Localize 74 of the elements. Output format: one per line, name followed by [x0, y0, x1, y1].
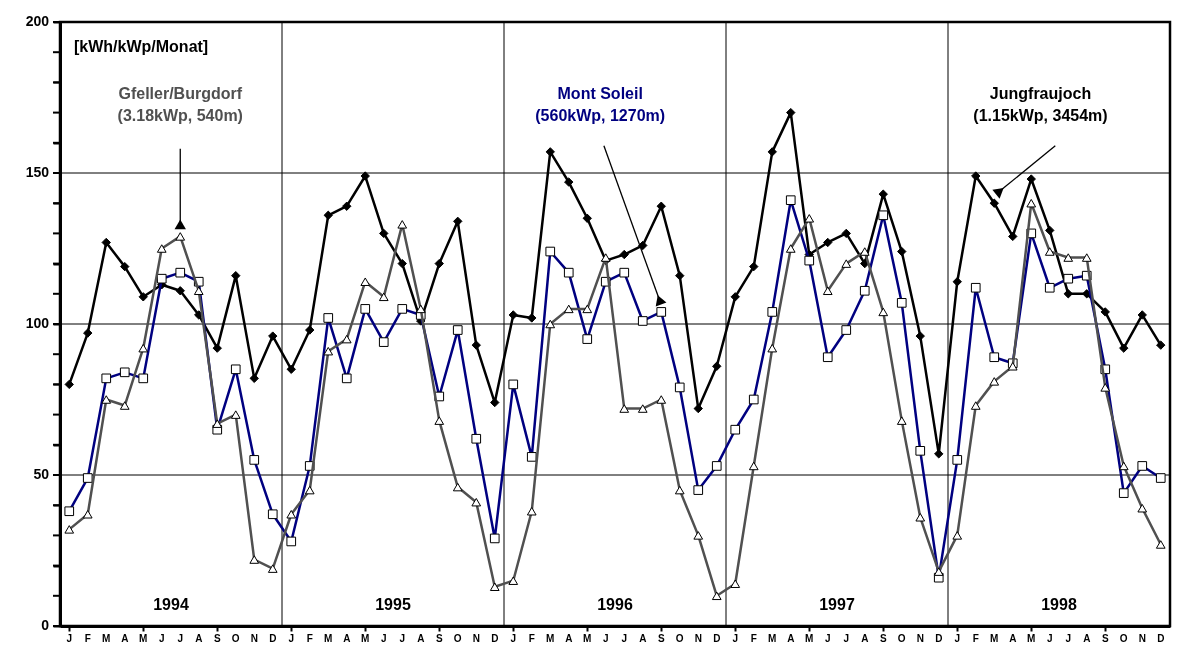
x-tick-label: F [84, 633, 91, 644]
x-tick-label: A [787, 633, 795, 644]
x-tick-label: M [768, 633, 777, 644]
x-tick-label: M [990, 633, 999, 644]
x-tick-label: A [1009, 633, 1017, 644]
x-tick-label: M [361, 633, 370, 644]
x-tick-label: D [713, 633, 721, 644]
x-tick-label: D [269, 633, 277, 644]
x-tick-label: J [954, 633, 961, 644]
annotation: 1998 [1041, 595, 1077, 613]
text: Gfeller/Burgdorf (3.18kWp, 540m) [117, 85, 243, 125]
x-tick-label: J [621, 633, 628, 644]
x-tick-label: S [1101, 633, 1109, 644]
y-tick-label: 150 [25, 164, 50, 180]
x-tick-label: O [453, 633, 462, 644]
x-tick-label: J [843, 633, 850, 644]
x-tick-label: D [491, 633, 499, 644]
x-tick-label: M [583, 633, 592, 644]
x-tick-label: J [380, 633, 387, 644]
x-tick-label: N [694, 633, 702, 644]
annotation: 1994 [153, 595, 189, 613]
y-tick-label: 0 [41, 617, 50, 633]
x-tick-label: O [675, 633, 684, 644]
x-tick-label: J [288, 633, 295, 644]
x-tick-label: J [158, 633, 165, 644]
x-tick-label: A [343, 633, 351, 644]
x-tick-label: J [824, 633, 831, 644]
x-tick-label: F [972, 633, 979, 644]
annotation: 1995 [375, 595, 411, 613]
x-tick-label: O [897, 633, 906, 644]
x-tick-label: A [861, 633, 869, 644]
x-tick-label: J [732, 633, 739, 644]
x-tick-label: J [66, 633, 73, 644]
annotation: 1996 [597, 595, 633, 613]
x-tick-label: F [750, 633, 757, 644]
x-tick-label: O [1119, 633, 1128, 644]
x-tick-label: M [102, 633, 111, 644]
x-tick-label: M [324, 633, 333, 644]
text: Mont Soleil (560kWp, 1270m) [535, 85, 666, 125]
x-tick-label: D [935, 633, 943, 644]
x-tick-label: D [1157, 633, 1165, 644]
x-tick-label: F [528, 633, 535, 644]
x-tick-label: A [1083, 633, 1091, 644]
x-tick-label: M [546, 633, 555, 644]
x-tick-label: N [250, 633, 258, 644]
x-tick-label: J [1046, 633, 1053, 644]
x-tick-label: F [306, 633, 313, 644]
text: Jungfraujoch (1.15kWp, 3454m) [973, 85, 1108, 125]
x-tick-label: A [417, 633, 425, 644]
x-tick-label: A [195, 633, 203, 644]
x-tick-label: N [916, 633, 924, 644]
x-tick-label: J [602, 633, 609, 644]
x-tick-label: S [657, 633, 665, 644]
x-tick-label: N [472, 633, 480, 644]
x-tick-label: A [121, 633, 129, 644]
x-tick-label: J [510, 633, 517, 644]
x-tick-label: M [1027, 633, 1036, 644]
y-tick-label: 200 [25, 13, 50, 29]
y-axis-title: [kWh/kWp/Monat] [74, 38, 209, 55]
x-tick-label: A [565, 633, 573, 644]
x-tick-label: N [1138, 633, 1146, 644]
x-tick-label: A [639, 633, 647, 644]
x-tick-label: M [139, 633, 148, 644]
y-tick-label: 100 [25, 315, 50, 331]
x-tick-label: M [805, 633, 814, 644]
x-tick-label: S [213, 633, 221, 644]
x-tick-label: J [399, 633, 406, 644]
x-tick-label: S [879, 633, 887, 644]
x-tick-label: J [177, 633, 184, 644]
x-tick-label: S [435, 633, 443, 644]
x-tick-label: J [1065, 633, 1072, 644]
y-tick-label: 50 [33, 466, 50, 482]
annotation: 1997 [819, 595, 855, 613]
x-tick-label: O [231, 633, 240, 644]
